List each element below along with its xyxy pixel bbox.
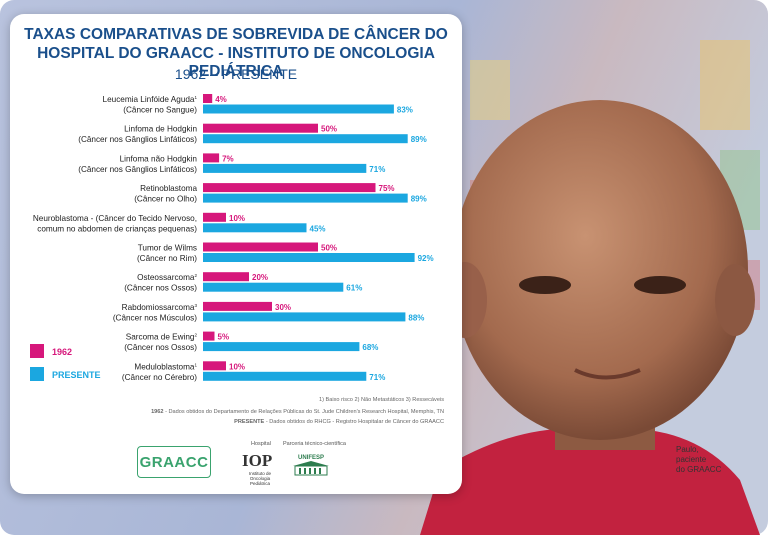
legend-label-presente: PRESENTE (52, 370, 101, 380)
legend-label-1962: 1962 (52, 347, 73, 357)
category-label-line2: (Câncer nos Gânglios Linfáticos) (78, 165, 197, 174)
bar-presente (203, 312, 406, 322)
value-label-presente: 71% (369, 373, 385, 382)
chart-card: TAXAS COMPARATIVAS DE SOBREVIDA DE CÂNCE… (10, 14, 462, 494)
iop-subtitle: Instituto de Oncologia Pediátrica (248, 471, 271, 486)
photo-caption: Paulo, paciente do GRAACC (676, 445, 721, 475)
category-label-line1: Retinoblastoma (140, 184, 197, 193)
category-label-line1: Osteossarcoma2 (137, 273, 197, 282)
category-label-line2: (Câncer nos Gânglios Linfáticos) (78, 135, 197, 144)
category-label-line2: (Câncer no Sangue) (123, 106, 197, 115)
category-label-line1: Sarcoma de Ewing2 (126, 333, 198, 342)
category-label-line2: (Câncer nos Ossos) (124, 343, 197, 352)
period-subtitle: 1962 – PRESENTE (174, 66, 298, 82)
category-label-line1: Linfoma de Hodgkin (124, 125, 197, 134)
bar-1962 (203, 242, 318, 252)
value-label-1962: 10% (229, 362, 245, 371)
title-line-2: HOSPITAL DO GRAACC - INSTITUTO DE ONCOLO… (37, 45, 435, 80)
footnote: 1) Baixo risco 2) Não Metastáticos 3) Re… (319, 397, 444, 403)
unifesp-logo: UNIFESP (293, 455, 329, 476)
value-label-presente: 45% (310, 224, 326, 233)
bar-presente (203, 223, 307, 233)
value-label-presente: 89% (411, 195, 427, 204)
value-label-1962: 7% (222, 154, 234, 163)
value-label-presente: 88% (408, 313, 424, 322)
category-label-line2: (Câncer no Rim) (137, 254, 197, 263)
building-icon (293, 461, 329, 476)
title-line-1: TAXAS COMPARATIVAS DE SOBREVIDA DE CÂNCE… (24, 26, 448, 43)
unifesp-text: UNIFESP (298, 455, 324, 461)
value-label-presente: 92% (418, 254, 434, 263)
value-label-1962: 50% (321, 125, 337, 134)
value-label-presente: 83% (397, 106, 413, 115)
caption-line-2: paciente (676, 455, 707, 464)
source-1962-label: 1962 (151, 409, 164, 415)
bar-presente (203, 253, 415, 262)
bar-1962 (203, 361, 226, 371)
category-label-line2: (Câncer no Olho) (134, 195, 197, 204)
caption-line-3: do GRAACC (676, 465, 722, 474)
bar-1962 (203, 123, 318, 133)
value-label-presente: 61% (346, 284, 362, 293)
graacc-logo-text: GRAACC (139, 453, 209, 471)
source-presente: PRESENTE - Dados obtidos do RHCG - Regis… (234, 419, 444, 425)
value-label-1962: 50% (321, 244, 337, 253)
source-presente-text: - Dados obtidos do RHCG - Registro Hospi… (264, 419, 444, 425)
bar-presente (203, 193, 408, 203)
bar-presente (203, 371, 367, 381)
value-label-presente: 68% (362, 343, 378, 352)
value-label-presente: 71% (369, 165, 385, 174)
category-label-line1: Linfoma não Hodgkin (120, 154, 198, 163)
bar-1962 (203, 212, 226, 222)
hospital-label: Hospital (251, 441, 271, 447)
category-label-line1: Tumor de Wilms (138, 244, 197, 253)
source-1962: 1962 - Dados obtidos do Departamento de … (151, 409, 444, 415)
bar-presente (203, 134, 408, 144)
category-label-line1: Meduloblastoma1 (134, 362, 197, 371)
value-label-1962: 4% (215, 95, 227, 104)
value-label-presente: 89% (411, 135, 427, 144)
category-label-line2: (Câncer nos Ossos) (124, 284, 197, 293)
bar-1962 (203, 153, 220, 163)
source-1962-text: - Dados obtidos do Departamento de Relaç… (163, 409, 444, 415)
bar-1962 (203, 183, 376, 193)
bar-1962 (203, 331, 215, 341)
partner-label: Parceria técnico-científica (283, 441, 346, 447)
survival-bar-chart: Leucemia Linfóide Aguda1 (Câncer no Sangu… (33, 94, 434, 382)
iop-logo: IOP (242, 451, 273, 470)
bar-1962 (203, 94, 213, 103)
bar-1962 (203, 272, 249, 282)
legend-swatch-1962 (30, 344, 44, 358)
bar-presente (203, 342, 360, 352)
value-label-1962: 5% (218, 333, 230, 342)
bar-presente (203, 282, 344, 292)
bar-presente (203, 163, 367, 173)
bar-1962 (203, 301, 272, 311)
category-label-line2: comum no abdomen de crianças pequenas) (37, 224, 197, 233)
value-label-1962: 30% (275, 303, 291, 312)
value-label-1962: 20% (252, 273, 268, 282)
category-label-line1: Rabdomiossarcoma3 (122, 303, 198, 312)
category-label-line2: (Câncer no Cérebro) (122, 373, 197, 382)
legend-swatch-presente (30, 367, 44, 381)
caption-line-1: Paulo, (676, 445, 699, 454)
graacc-logo: GRAACC (137, 446, 211, 478)
value-label-1962: 10% (229, 214, 245, 223)
category-label-line1: Leucemia Linfóide Aguda1 (103, 95, 198, 104)
source-presente-label: PRESENTE (234, 419, 265, 425)
category-label-line1: Neuroblastoma - (Câncer do Tecido Nervos… (33, 214, 197, 223)
value-label-1962: 75% (379, 184, 395, 193)
category-label-line2: (Câncer nos Músculos) (113, 313, 197, 322)
bar-presente (203, 104, 394, 114)
